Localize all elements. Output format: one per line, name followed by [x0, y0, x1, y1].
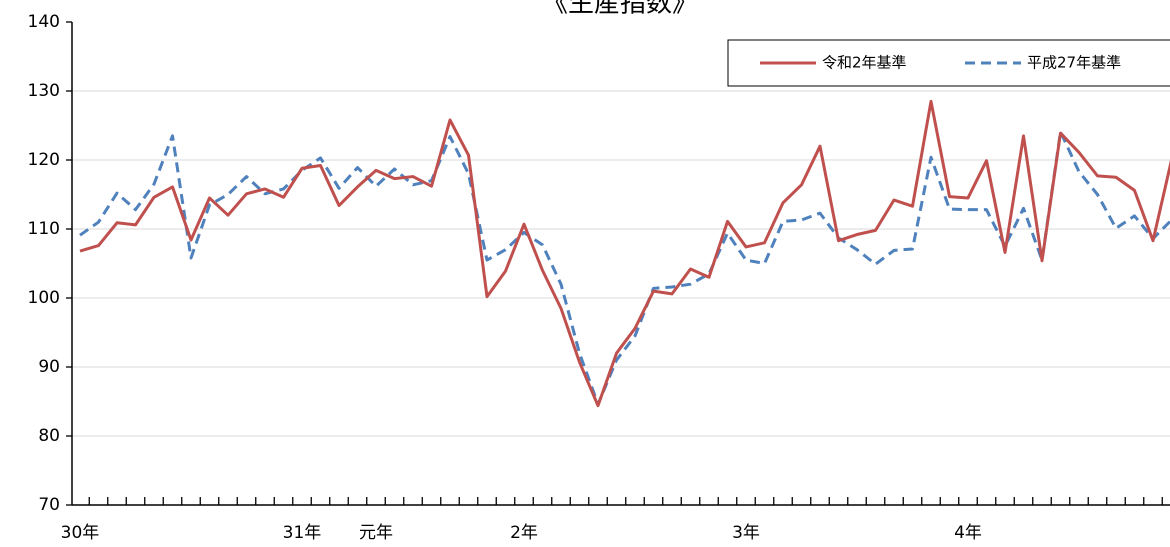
- chart-title: 《生産指数》: [542, 0, 698, 19]
- y-tick-label: 140: [28, 12, 60, 32]
- series-line: [79, 99, 1170, 408]
- x-tick-label: 元年: [359, 523, 393, 543]
- y-tick-label: 70: [38, 495, 60, 515]
- legend-label: 令和2年基準: [822, 54, 907, 72]
- x-tick-label: 31年: [283, 523, 322, 543]
- x-tick-label: 2年: [510, 523, 538, 543]
- y-tick-label: 90: [38, 357, 60, 377]
- x-tick-label: 3年: [732, 523, 760, 543]
- y-tick-label: 120: [28, 150, 60, 170]
- y-tick-label: 80: [38, 426, 60, 446]
- x-tick-label: 30年: [61, 523, 100, 543]
- y-tick-label: 130: [28, 81, 60, 101]
- x-tick-label: 4年: [954, 523, 982, 543]
- legend-label: 平成27年基準: [1027, 54, 1121, 72]
- series-line: [79, 130, 1170, 406]
- y-tick-label: 100: [28, 288, 60, 308]
- y-tick-label: 110: [28, 219, 60, 239]
